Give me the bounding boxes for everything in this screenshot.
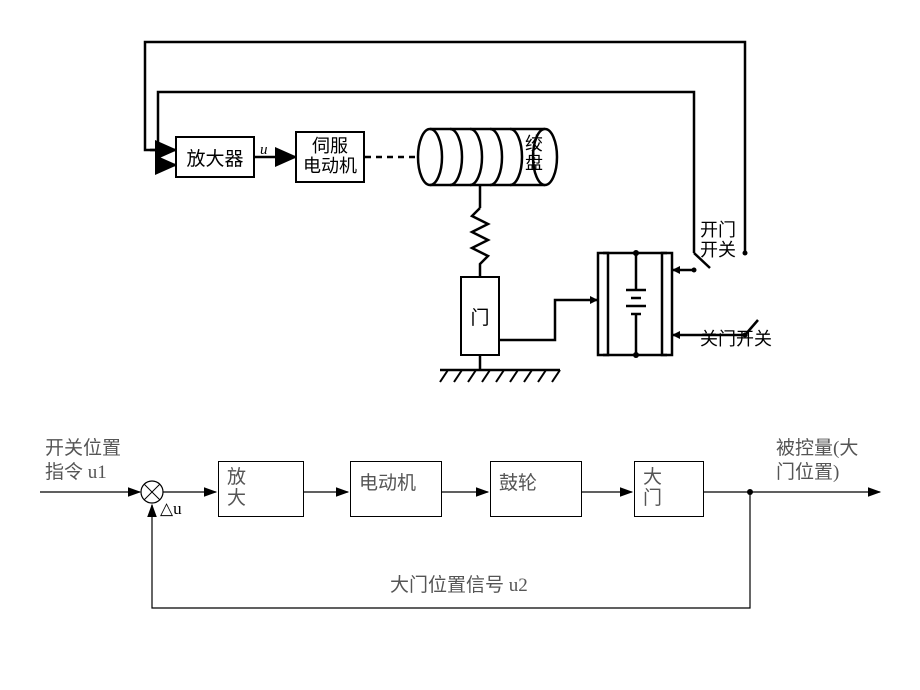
amp-block: 放 大 [218, 461, 304, 517]
open-switch-label: 开门 开关 [700, 221, 736, 261]
servo-label: 伺服 电动机 [303, 137, 357, 177]
amplifier-box: 放大器 [175, 136, 255, 178]
diagram-canvas: 放大器 伺服 电动机 u 绞 盘 门 开门 开关 关门开关 放 大 电动机 鼓轮… [0, 0, 920, 690]
delta-u-label: △u [160, 499, 182, 519]
gate-block-label: 大 门 [643, 468, 662, 510]
output-label: 被控量(大 门位置) [776, 437, 858, 485]
feedback-label: 大门位置信号 u2 [390, 570, 528, 597]
close-switch-label: 关门开关 [700, 325, 772, 351]
drum-block: 鼓轮 [490, 461, 582, 517]
amplifier-label: 放大器 [186, 144, 243, 171]
input-label: 开关位置 指令 u1 [45, 437, 121, 485]
gate-block: 大 门 [634, 461, 704, 517]
door-label: 门 [470, 303, 489, 330]
winch-label: 绞 盘 [525, 135, 543, 173]
drum-block-label: 鼓轮 [499, 468, 537, 495]
u-label: u [260, 142, 268, 159]
servo-motor-box: 伺服 电动机 [295, 131, 365, 183]
motor-block-label: 电动机 [359, 468, 416, 495]
door-box: 门 [460, 276, 500, 356]
motor-block: 电动机 [350, 461, 442, 517]
amp-block-label: 放 大 [227, 468, 246, 510]
